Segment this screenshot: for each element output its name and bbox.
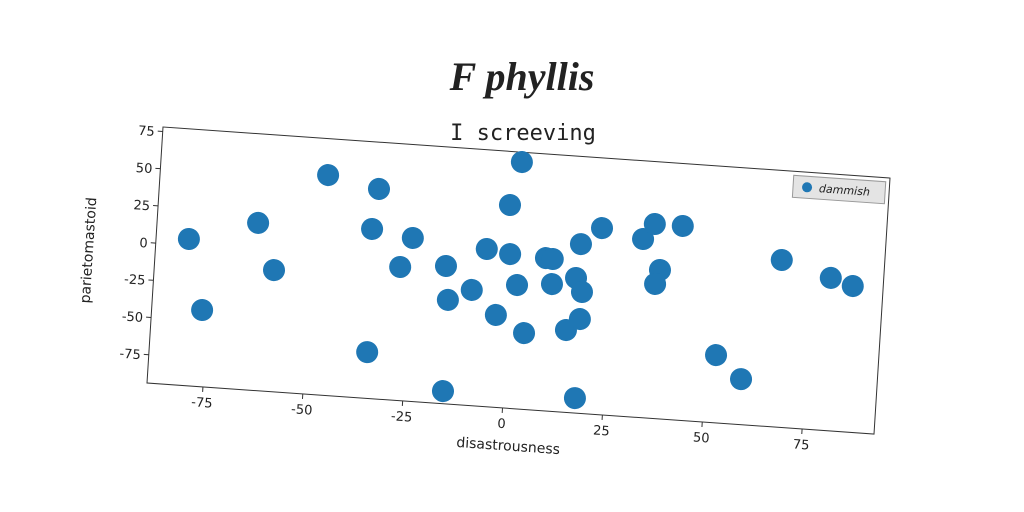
scatter-point	[510, 151, 533, 174]
scatter-point	[644, 272, 667, 296]
scatter-point	[569, 233, 592, 256]
scatter-point	[770, 248, 793, 272]
scatter-point	[643, 212, 666, 236]
scatter-point	[177, 227, 200, 251]
y-tick-label: 0	[139, 236, 148, 252]
scatter-point	[705, 344, 728, 367]
scatter-point	[841, 275, 864, 298]
scatter-point	[540, 273, 564, 296]
scatter-point	[819, 266, 842, 289]
y-axis-label: parietomastoid	[78, 197, 101, 304]
scatter-point	[317, 164, 340, 187]
scatter-point	[568, 308, 591, 331]
legend: dammish	[791, 174, 887, 205]
scatter-point	[401, 226, 424, 249]
x-tick-label: 75	[792, 437, 809, 453]
scatter-point	[570, 280, 593, 304]
scatter-point	[513, 322, 536, 345]
scatter-point	[434, 254, 458, 278]
y-tick-label: -25	[124, 272, 146, 288]
x-axis-label: disastrousness	[456, 435, 561, 458]
x-tick-label: 50	[692, 430, 709, 446]
y-tick-label: 50	[135, 161, 152, 177]
chart-title: F phyllis	[449, 54, 595, 99]
scatter-point	[498, 193, 522, 217]
scatter-point	[262, 259, 286, 282]
scatter-point	[730, 368, 753, 391]
y-tick-label: -75	[119, 347, 141, 363]
x-tick-label: -25	[391, 409, 413, 425]
plot-area: -75 -50 -25 0 25 50 75 -75 -50 -25 0 25 50 75 disastro…	[78, 124, 891, 458]
scatter-point	[475, 237, 498, 261]
scatter-point	[541, 247, 564, 271]
scatter-point	[361, 217, 384, 241]
scatter-point	[499, 243, 522, 266]
scatter-point	[671, 214, 694, 238]
scatter-point	[590, 217, 614, 240]
scatter-point	[632, 228, 655, 251]
legend-marker	[802, 182, 813, 193]
scatter-point	[563, 387, 586, 410]
axes-title: I screeving	[450, 121, 596, 146]
scatter-point	[389, 255, 412, 279]
x-tick-label: -50	[291, 402, 313, 418]
legend-box	[791, 174, 887, 205]
legend-label: dammish	[819, 182, 871, 199]
scatter-point	[431, 380, 455, 403]
scatter-point	[484, 303, 507, 326]
scatter-point	[367, 177, 391, 200]
scatter-point	[191, 299, 214, 322]
x-tick-label: 25	[593, 423, 610, 439]
x-tick-label: -75	[191, 395, 213, 411]
scatter-point	[436, 288, 459, 311]
y-tick-label: 75	[138, 124, 155, 140]
x-tick-label: 0	[497, 417, 506, 433]
scatter-point	[505, 274, 529, 297]
scatter-point	[460, 278, 483, 301]
y-tick-label: -50	[121, 309, 143, 325]
scatter-point	[247, 211, 270, 234]
y-tick-label: 25	[133, 198, 150, 214]
scatter-point	[356, 341, 379, 364]
